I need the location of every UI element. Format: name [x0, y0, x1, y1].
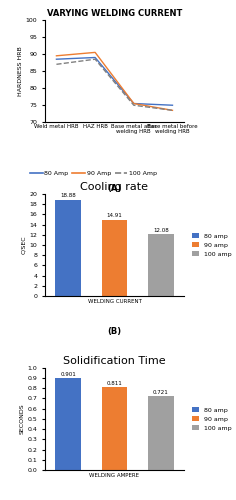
100 Amp — [94, 56, 97, 62]
Text: 0.811: 0.811 — [107, 381, 122, 386]
Text: 14.91: 14.91 — [107, 214, 122, 218]
Y-axis label: C/SEC: C/SEC — [21, 236, 26, 255]
Title: VARYING WELDING CURRENT: VARYING WELDING CURRENT — [47, 9, 182, 18]
90 Amp — [132, 100, 135, 106]
100 Amp — [171, 108, 174, 114]
100 Amp — [132, 102, 135, 108]
90 Amp — [171, 108, 174, 114]
80 Amp — [132, 100, 135, 106]
Text: (B): (B) — [107, 327, 122, 336]
80 Amp — [171, 102, 174, 108]
Legend: 80 Amp, 90 Amp, 100 Amp: 80 Amp, 90 Amp, 100 Amp — [28, 168, 160, 178]
Y-axis label: SECONDS: SECONDS — [20, 404, 25, 434]
X-axis label: WELDING CURRENT: WELDING CURRENT — [88, 299, 141, 304]
Line: 100 Amp: 100 Amp — [56, 59, 173, 110]
Line: 80 Amp: 80 Amp — [56, 58, 173, 105]
Legend: 80 amp, 90 amp, 100 amp: 80 amp, 90 amp, 100 amp — [190, 404, 234, 433]
80 Amp — [55, 56, 58, 62]
Title: Cooling rate: Cooling rate — [80, 182, 148, 192]
Text: 0.721: 0.721 — [153, 390, 169, 395]
90 Amp — [55, 53, 58, 59]
Bar — [55, 378, 81, 470]
Text: 12.08: 12.08 — [153, 228, 169, 233]
80 Amp — [94, 54, 97, 60]
Legend: 80 amp, 90 amp, 100 amp: 80 amp, 90 amp, 100 amp — [190, 231, 234, 259]
Bar — [148, 234, 174, 296]
X-axis label: WELDING AMPERE: WELDING AMPERE — [89, 473, 139, 478]
Bar — [148, 396, 174, 470]
Bar — [102, 220, 127, 296]
Bar — [55, 200, 81, 296]
90 Amp — [94, 50, 97, 56]
Bar — [102, 387, 127, 470]
Text: (A): (A) — [107, 184, 122, 192]
Line: 90 Amp: 90 Amp — [56, 52, 173, 110]
Text: 0.901: 0.901 — [60, 372, 76, 376]
Text: 18.88: 18.88 — [60, 193, 76, 198]
Y-axis label: HARDNESS HRB: HARDNESS HRB — [18, 46, 23, 96]
100 Amp — [55, 62, 58, 68]
Title: Solidification Time: Solidification Time — [63, 356, 166, 366]
